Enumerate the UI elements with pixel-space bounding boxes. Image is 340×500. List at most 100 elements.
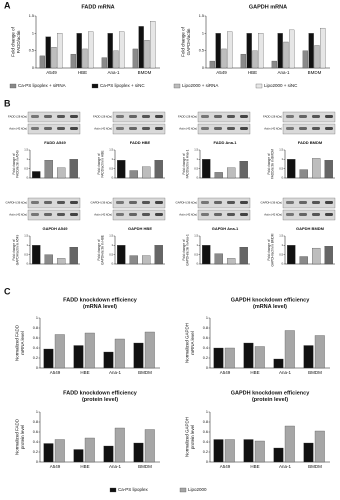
blot-band [70,201,78,204]
legend-label: Lipo2000 + siNC [264,83,298,88]
blot-band [142,213,150,216]
blot-band [44,127,52,130]
bar [284,330,295,369]
y-axis-label: protein level [20,425,25,449]
x-tick-label: A549 [46,70,57,75]
bar [302,50,308,69]
chart-title: GAPDH knockdown efficiency [231,390,310,396]
bar [271,60,277,69]
y-axis-label: FADD/actin in Ana-1 [186,149,190,178]
bar [312,158,321,179]
blot-band [299,127,307,130]
panel-letter: B [4,98,11,108]
blot-band [155,115,163,118]
bar [243,439,254,463]
blot-band [312,213,320,216]
y-axis-label: Normalized FADD [15,418,20,455]
y-tick-label: 0.8 [203,420,208,424]
y-tick-label: 1 [26,243,28,247]
blot-image [197,123,251,135]
chart-title: FADD BMDM [298,140,323,145]
panel-letter: A [4,0,11,10]
y-tick-label: 0.5 [279,252,283,256]
blot-label: Actin (42 kDa) [94,213,112,217]
blot-image [282,209,336,221]
y-axis-label: Fold change of [182,153,186,174]
x-tick-label: A549 [216,70,227,75]
y-tick-label: 0.5 [194,166,198,170]
y-tick-label: 0.4 [33,440,39,444]
bar [254,440,265,463]
blot-band [142,115,150,118]
blot-label: Actin (42 kDa) [264,127,282,131]
bar [144,429,155,463]
bar [289,29,295,69]
blot-band [227,115,235,118]
y-tick-label: 1.5 [279,148,283,152]
blot-band [116,127,124,130]
bar [84,332,95,369]
blot-band [201,201,209,204]
blot-image [112,197,166,209]
bar [76,33,82,69]
chart-title: GAPDH knockdown efficiency [231,297,310,303]
blot-band [240,213,248,216]
y-tick-label: 0.2 [203,356,208,360]
y-tick-label: 0 [281,262,283,266]
y-tick-label: 1.5 [199,14,204,18]
bar [314,335,325,369]
blot-image [27,197,81,209]
bar [119,31,125,69]
bar [84,437,95,463]
blot-band [44,115,52,118]
bar [202,245,211,265]
y-tick-label: 0.5 [29,49,34,53]
bar [227,167,236,179]
blot-label: GAPDH (36 kDa) [6,201,28,205]
y-axis-label: Fold change of [12,153,16,174]
y-tick-label: 0 [26,176,28,180]
chart-title: GAPDH BMDM [296,226,325,231]
bar [144,40,150,69]
y-tick-label: 1 [206,410,208,414]
bar [213,347,224,369]
x-tick-label: BMDM [308,464,322,469]
y-tick-label: 1 [196,243,198,247]
bar [202,159,211,179]
x-tick-label: A549 [220,464,231,469]
blot-band [31,127,39,130]
bar [113,50,119,69]
y-tick-label: 0.5 [109,252,113,256]
blot-label: FADD (28 kDa) [8,115,27,119]
chart-title: GAPDH mRNA [249,4,287,10]
bar [273,447,284,463]
y-tick-label: 1 [26,157,28,161]
legend-swatch [255,83,263,89]
bar [277,33,283,69]
blot-band [155,127,163,130]
bar [215,33,221,69]
legend-label: Ca-PS lipoplex + siRNA [18,83,66,88]
bar [101,57,107,69]
bar [314,430,325,463]
blot-band [44,213,52,216]
y-tick-label: 0.5 [199,49,204,53]
blot-band [286,115,294,118]
blot-band [227,127,235,130]
x-tick-label: HBE [78,70,87,75]
y-tick-label: 0.2 [33,450,38,454]
y-tick-label: 1.5 [24,148,28,152]
y-axis-label: Fold change of [267,153,271,174]
bar [44,160,53,179]
x-tick-label: BMDM [138,370,152,375]
legend-swatch [109,487,117,493]
bar [54,334,65,369]
y-tick-label: 0.8 [33,420,38,424]
y-tick-label: 0.4 [203,440,209,444]
legend-label: Ca-PS lipoplex [118,487,149,492]
y-tick-label: 1.5 [24,234,28,238]
blot-band [201,213,209,216]
y-axis-label: Fold change of [267,239,271,260]
y-tick-label: 0 [206,366,208,370]
bar [133,442,144,463]
